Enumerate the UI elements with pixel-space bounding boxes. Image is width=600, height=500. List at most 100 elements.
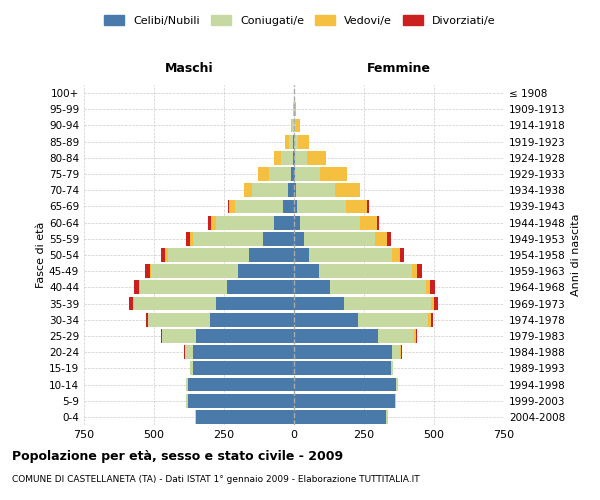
Bar <box>208 216 211 230</box>
Legend: Celibi/Nubili, Coniugati/e, Vedovi/e, Divorziati/e: Celibi/Nubili, Coniugati/e, Vedovi/e, Di… <box>100 10 500 30</box>
Bar <box>295 167 320 181</box>
Bar <box>299 216 360 230</box>
Bar <box>151 264 238 278</box>
Bar <box>193 362 294 375</box>
Bar <box>186 394 188 407</box>
Bar <box>294 362 391 375</box>
Bar <box>346 200 367 213</box>
Bar <box>294 248 310 262</box>
Bar <box>194 410 196 424</box>
Bar <box>235 200 283 213</box>
Bar <box>294 280 331 294</box>
Bar <box>193 232 263 245</box>
Bar <box>186 378 188 392</box>
Bar <box>188 378 294 392</box>
Bar <box>165 248 168 262</box>
Bar <box>188 394 294 407</box>
Bar <box>146 313 148 326</box>
Bar <box>294 200 298 213</box>
Bar <box>294 184 296 197</box>
Bar <box>335 184 360 197</box>
Bar <box>149 264 151 278</box>
Bar <box>294 232 304 245</box>
Bar <box>367 200 369 213</box>
Bar <box>294 329 378 343</box>
Bar <box>139 280 140 294</box>
Bar <box>274 216 294 230</box>
Y-axis label: Fasce di età: Fasce di età <box>36 222 46 288</box>
Bar <box>319 264 412 278</box>
Bar <box>294 135 298 148</box>
Bar <box>295 102 296 116</box>
Bar <box>416 264 422 278</box>
Bar <box>161 248 165 262</box>
Bar <box>293 151 294 164</box>
Bar <box>294 346 392 359</box>
Text: Maschi: Maschi <box>164 62 214 76</box>
Bar <box>331 280 425 294</box>
Bar <box>392 346 400 359</box>
Bar <box>274 151 281 164</box>
Text: Femmine: Femmine <box>367 62 431 76</box>
Bar <box>412 264 416 278</box>
Bar <box>227 280 294 294</box>
Bar <box>298 200 346 213</box>
Bar <box>395 394 396 407</box>
Bar <box>377 216 379 230</box>
Bar <box>238 264 294 278</box>
Bar <box>148 313 210 326</box>
Bar <box>215 216 274 230</box>
Bar <box>290 118 292 132</box>
Bar <box>391 362 394 375</box>
Bar <box>428 313 431 326</box>
Bar <box>360 216 377 230</box>
Bar <box>249 248 294 262</box>
Bar <box>310 248 392 262</box>
Bar <box>294 313 358 326</box>
Bar <box>196 410 294 424</box>
Bar <box>252 184 289 197</box>
Bar <box>294 378 396 392</box>
Bar <box>378 329 415 343</box>
Bar <box>294 296 344 310</box>
Text: Popolazione per età, sesso e stato civile - 2009: Popolazione per età, sesso e stato civil… <box>12 450 343 463</box>
Bar <box>387 232 391 245</box>
Bar <box>133 296 134 310</box>
Bar <box>289 184 294 197</box>
Bar <box>145 264 149 278</box>
Bar <box>425 280 430 294</box>
Bar <box>211 216 215 230</box>
Bar <box>196 329 294 343</box>
Bar <box>134 296 215 310</box>
Bar <box>258 167 269 181</box>
Bar <box>294 216 299 230</box>
Bar <box>307 151 326 164</box>
Bar <box>386 410 388 424</box>
Bar <box>392 248 400 262</box>
Bar <box>431 313 433 326</box>
Bar <box>228 200 229 213</box>
Bar <box>140 280 227 294</box>
Bar <box>215 296 294 310</box>
Bar <box>210 313 294 326</box>
Bar <box>294 394 395 407</box>
Bar <box>294 118 296 132</box>
Bar <box>294 167 295 181</box>
Bar <box>244 184 252 197</box>
Bar <box>292 118 294 132</box>
Bar <box>396 378 398 392</box>
Bar <box>285 135 289 148</box>
Bar <box>291 167 294 181</box>
Bar <box>161 329 162 343</box>
Bar <box>304 232 375 245</box>
Bar <box>294 264 319 278</box>
Bar <box>295 151 307 164</box>
Bar <box>375 232 387 245</box>
Bar <box>281 151 293 164</box>
Bar <box>163 329 196 343</box>
Bar <box>400 248 404 262</box>
Bar <box>344 296 431 310</box>
Bar <box>130 296 133 310</box>
Bar <box>289 135 293 148</box>
Bar <box>434 296 438 310</box>
